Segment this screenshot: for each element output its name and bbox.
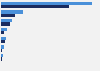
Bar (1, 37, 6, 40)
Bar (1, 22, 10, 26)
Bar (1, 5, 69, 8)
Bar (1, 54, 3, 57)
Bar (1, 40, 5, 43)
Bar (1, 2, 92, 5)
Bar (1, 57, 2, 61)
Bar (1, 10, 23, 14)
Bar (1, 14, 15, 17)
Bar (1, 45, 4, 49)
Bar (1, 31, 4, 34)
Bar (1, 19, 12, 22)
Bar (1, 49, 2, 52)
Bar (1, 28, 7, 31)
